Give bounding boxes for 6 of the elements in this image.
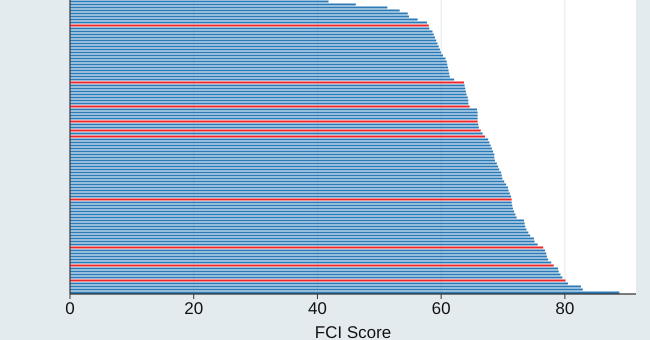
x-axis-title: FCI Score bbox=[314, 323, 392, 340]
x-tick-label: 20 bbox=[184, 299, 204, 318]
x-tick-label: 0 bbox=[65, 299, 75, 318]
x-tick-label: 40 bbox=[308, 299, 327, 318]
x-tick-label: 60 bbox=[432, 299, 451, 318]
x-tick-label: 80 bbox=[555, 299, 574, 318]
